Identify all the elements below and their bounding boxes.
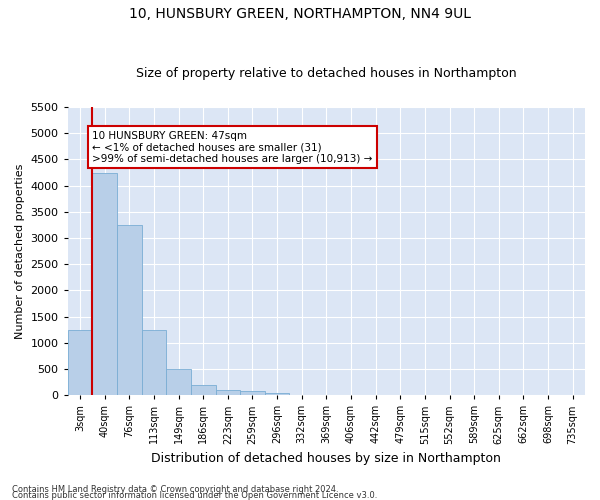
Bar [191, 384, 215, 395]
Text: 10 HUNSBURY GREEN: 47sqm
← <1% of detached houses are smaller (31)
>99% of semi-: 10 HUNSBURY GREEN: 47sqm ← <1% of detach… [92, 130, 373, 164]
Bar [215, 390, 240, 395]
Text: 10, HUNSBURY GREEN, NORTHAMPTON, NN4 9UL: 10, HUNSBURY GREEN, NORTHAMPTON, NN4 9UL [129, 8, 471, 22]
Title: Size of property relative to detached houses in Northampton: Size of property relative to detached ho… [136, 66, 517, 80]
Bar [265, 392, 289, 395]
Bar [166, 369, 191, 395]
Y-axis label: Number of detached properties: Number of detached properties [15, 164, 25, 339]
Text: Contains HM Land Registry data © Crown copyright and database right 2024.: Contains HM Land Registry data © Crown c… [12, 484, 338, 494]
Bar [240, 392, 265, 395]
Bar [68, 330, 92, 395]
X-axis label: Distribution of detached houses by size in Northampton: Distribution of detached houses by size … [151, 452, 501, 465]
Bar [142, 330, 166, 395]
Bar [117, 225, 142, 395]
Text: Contains public sector information licensed under the Open Government Licence v3: Contains public sector information licen… [12, 490, 377, 500]
Bar [92, 172, 117, 395]
